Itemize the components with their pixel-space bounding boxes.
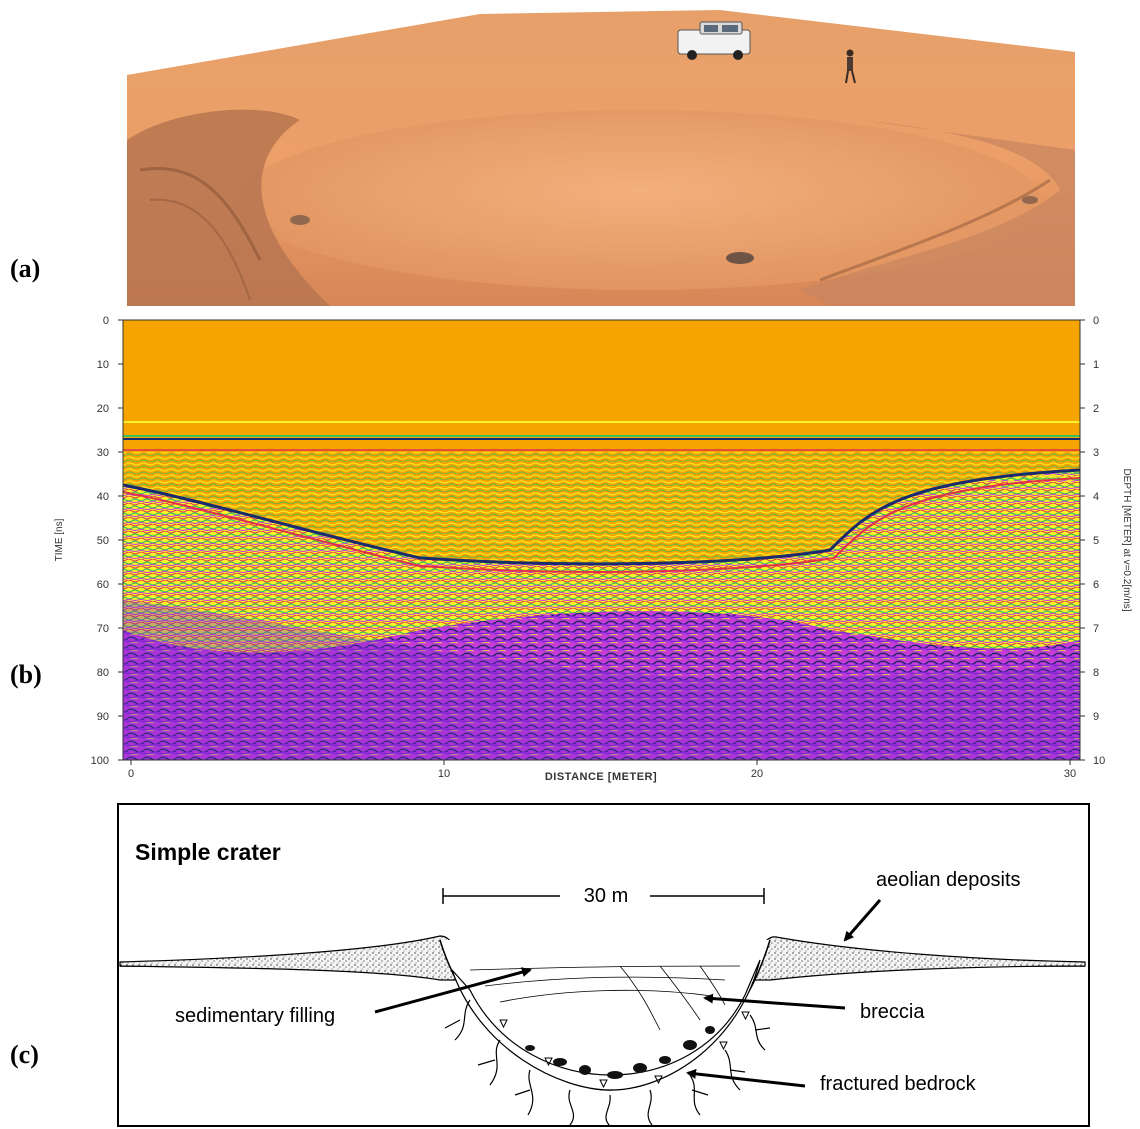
breccia-layer bbox=[451, 959, 761, 1091]
crater-rim-right bbox=[800, 120, 1075, 306]
radargram-image bbox=[123, 320, 1080, 760]
depth-tick-label: 7 bbox=[1093, 623, 1099, 635]
sedimentary-arrow bbox=[374, 967, 532, 1014]
time-tick-label: 100 bbox=[91, 755, 109, 767]
distance-axis: 0 10 20 30 bbox=[128, 760, 1076, 780]
time-axis: 0 10 20 30 40 50 60 70 80 90 100 bbox=[91, 315, 123, 767]
breccia-label: breccia bbox=[860, 1001, 925, 1023]
time-tick-label: 60 bbox=[97, 579, 109, 591]
crater-photo bbox=[127, 10, 1075, 306]
crater-reflector bbox=[123, 468, 1080, 566]
depth-tick-label: 0 bbox=[1093, 315, 1099, 327]
breccia-triangles bbox=[499, 1011, 750, 1089]
time-tick-label: 0 bbox=[103, 315, 109, 327]
scale-bar bbox=[442, 888, 765, 904]
crater-bowl bbox=[240, 110, 1040, 290]
time-tick-label: 90 bbox=[97, 711, 109, 723]
scale-label: 30 m bbox=[584, 885, 628, 907]
time-tick-label: 20 bbox=[97, 403, 109, 415]
aeolian-arrow bbox=[843, 899, 882, 942]
time-tick-label: 30 bbox=[97, 447, 109, 459]
fractured-label: fractured bedrock bbox=[820, 1073, 977, 1095]
time-tick-label: 50 bbox=[97, 535, 109, 547]
depth-tick-label: 2 bbox=[1093, 403, 1099, 415]
panel-label-c: (c) bbox=[10, 1040, 39, 1069]
distance-tick-label: 10 bbox=[438, 768, 450, 780]
depth-tick-label: 3 bbox=[1093, 447, 1099, 459]
depth-axis: 0 1 2 3 4 5 6 7 8 9 10 bbox=[1080, 315, 1105, 767]
vehicle-icon bbox=[677, 21, 751, 60]
depth-tick-label: 5 bbox=[1093, 535, 1099, 547]
gpr-radargram: 0 10 20 30 40 50 60 70 80 90 100 0 1 2 3 4 5 6 7 8 9 10 0 10 2… bbox=[54, 315, 1132, 783]
crater-schematic: Simple crater 30 m bbox=[117, 803, 1090, 1127]
time-tick-label: 10 bbox=[97, 359, 109, 371]
time-tick-label: 70 bbox=[97, 623, 109, 635]
depth-tick-label: 9 bbox=[1093, 711, 1099, 723]
breccia-clasts bbox=[525, 1026, 715, 1079]
panel-label-a: (a) bbox=[10, 254, 41, 283]
breccia-arrow bbox=[703, 993, 846, 1010]
distance-tick-label: 30 bbox=[1064, 768, 1076, 780]
aeolian-label: aeolian deposits bbox=[876, 869, 1021, 891]
depth-tick-label: 1 bbox=[1093, 359, 1099, 371]
fractured-arrow bbox=[686, 1068, 806, 1088]
time-tick-label: 40 bbox=[97, 491, 109, 503]
depth-tick-label: 8 bbox=[1093, 667, 1099, 679]
panel-label-b: (b) bbox=[10, 660, 42, 689]
sedimentary-label: sedimentary filling bbox=[175, 1005, 335, 1027]
person-icon bbox=[845, 49, 856, 84]
fractured-bedrock bbox=[444, 999, 771, 1127]
distance-axis-label: DISTANCE [METER] bbox=[545, 771, 657, 783]
sedimentary-filling bbox=[469, 965, 741, 1031]
time-axis-label: TIME [ns] bbox=[54, 518, 65, 561]
distance-tick-label: 20 bbox=[751, 768, 763, 780]
distance-tick-label: 0 bbox=[128, 768, 134, 780]
time-tick-label: 80 bbox=[97, 667, 109, 679]
schematic-title: Simple crater bbox=[135, 839, 281, 865]
depth-axis-label: DEPTH [METER] at v=0.2[m/ns] bbox=[1121, 468, 1132, 611]
depth-tick-label: 6 bbox=[1093, 579, 1099, 591]
depth-tick-label: 10 bbox=[1093, 755, 1105, 767]
depth-tick-label: 4 bbox=[1093, 491, 1099, 503]
